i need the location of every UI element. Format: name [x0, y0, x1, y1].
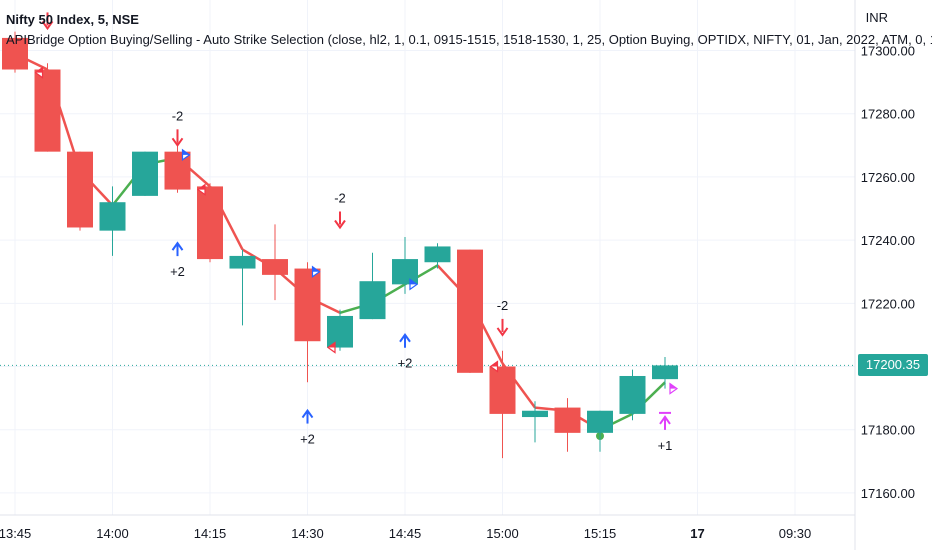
- time-tick-label: 14:30: [291, 526, 324, 541]
- arrow-head: [301, 408, 314, 419]
- chart-legend: Nifty 50 Index, 5, NSE APIBridge Option …: [6, 10, 932, 50]
- arrow-head: [171, 137, 184, 148]
- time-tick-label: 15:15: [584, 526, 617, 541]
- candle-body[interactable]: [132, 151, 158, 196]
- signal-label: -2: [334, 190, 346, 205]
- signal-label: +2: [170, 264, 185, 279]
- candle-body[interactable]: [164, 151, 191, 190]
- time-tick-label: 13:45: [0, 526, 31, 541]
- time-tick-label: 14:00: [96, 526, 129, 541]
- arrow-head: [496, 327, 509, 337]
- arrow-head: [659, 415, 671, 425]
- arrow-head: [41, 20, 54, 31]
- buy-arrow-icon: [399, 333, 411, 348]
- price-tick-label: 17240.00: [861, 233, 915, 248]
- candle-body[interactable]: [652, 365, 678, 380]
- candle-body[interactable]: [2, 37, 28, 70]
- signal-marker-fill: [410, 279, 417, 285]
- price-tick-label: 17180.00: [861, 423, 915, 438]
- signal-label: +2: [300, 432, 315, 447]
- arrow-head: [334, 219, 346, 230]
- currency-label: INR: [865, 10, 888, 25]
- signal-marker-fill: [490, 361, 498, 367]
- signal-marker-fill: [328, 342, 335, 348]
- candle-body[interactable]: [327, 315, 353, 348]
- candle-body[interactable]: [262, 259, 288, 275]
- signal-label: +1: [658, 438, 673, 453]
- time-tick-label: 14:15: [194, 526, 227, 541]
- time-tick-label: 09:30: [779, 526, 812, 541]
- candle-body[interactable]: [34, 69, 61, 152]
- buy-arrow-icon: [301, 408, 314, 424]
- candle-body[interactable]: [229, 255, 256, 269]
- time-tick-label: 17: [690, 526, 704, 541]
- buy-arrow-icon: [171, 241, 184, 257]
- price-tick-label: 17160.00: [861, 486, 915, 501]
- candle-body[interactable]: [67, 151, 93, 228]
- arrow-head: [399, 333, 411, 343]
- signal-marker-fill: [35, 67, 43, 73]
- candle-body[interactable]: [424, 246, 451, 263]
- candle-body[interactable]: [99, 202, 126, 231]
- time-tick-label: 14:45: [389, 526, 422, 541]
- candle-body[interactable]: [489, 366, 516, 414]
- signal-label: -2: [497, 298, 509, 313]
- candle-body[interactable]: [457, 249, 483, 373]
- price-tick-label: 17220.00: [861, 296, 915, 311]
- last-price-tag: 17200.35: [858, 354, 928, 377]
- exit-arrow-icon: [659, 411, 671, 430]
- signal-marker-fill: [198, 184, 205, 190]
- candles: [2, 31, 678, 459]
- candle-body[interactable]: [587, 410, 613, 433]
- sell-arrow-icon: [334, 211, 346, 230]
- price-tick-label: 17260.00: [861, 170, 915, 185]
- signal-label: -2: [172, 108, 184, 123]
- time-tick-label: 15:00: [486, 526, 519, 541]
- signal-marker-fill: [182, 149, 190, 155]
- sell-arrow-icon: [41, 12, 54, 31]
- sell-arrow-icon: [171, 129, 184, 148]
- candle-body[interactable]: [619, 375, 646, 414]
- signal-label: +2: [398, 356, 413, 371]
- candle-body[interactable]: [359, 281, 386, 320]
- symbol-title[interactable]: Nifty 50 Index, 5, NSE: [6, 12, 139, 27]
- price-tick-label: 17280.00: [861, 107, 915, 122]
- arrow-head: [171, 241, 184, 251]
- signal-marker-fill: [670, 383, 677, 389]
- signal-marker-fill: [312, 266, 320, 272]
- price-tick-label: 17300.00: [861, 44, 915, 59]
- candle-body[interactable]: [554, 407, 581, 433]
- sell-arrow-icon: [496, 318, 509, 337]
- candle-body[interactable]: [522, 410, 548, 418]
- indicator-title[interactable]: APIBridge Option Buying/Selling - Auto S…: [6, 32, 932, 47]
- candle-body[interactable]: [392, 259, 418, 285]
- candle-body[interactable]: [294, 268, 321, 342]
- candle-body[interactable]: [197, 186, 223, 260]
